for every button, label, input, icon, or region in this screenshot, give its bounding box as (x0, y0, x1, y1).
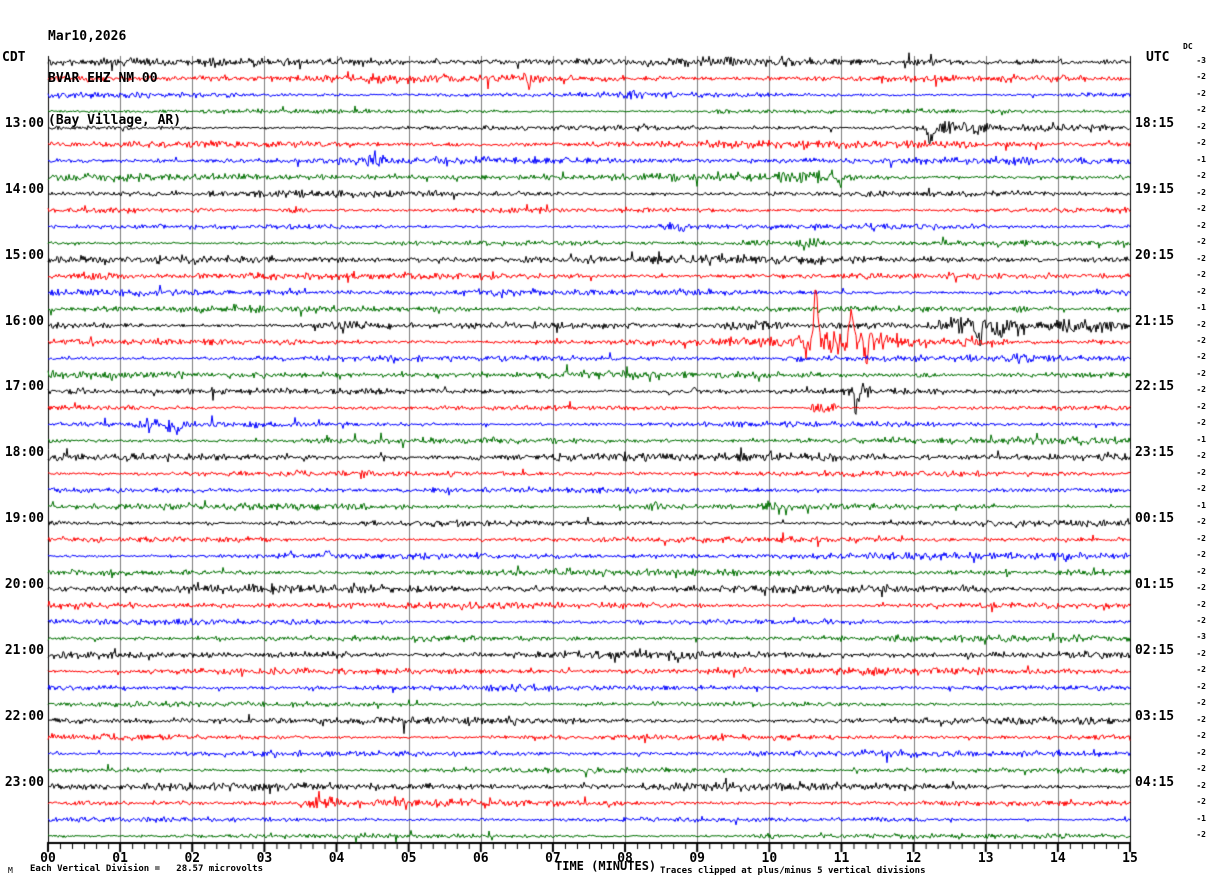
hour-label: 18:00 (4, 445, 44, 461)
dc-column-header: DC (1183, 42, 1193, 51)
x-tick-label: 05 (400, 851, 417, 866)
dc-value: -2 (1196, 187, 1206, 197)
hour-label: 22:00 (4, 708, 44, 724)
dc-value: -2 (1196, 533, 1206, 543)
dc-value: -1 (1196, 303, 1206, 313)
dc-value: -2 (1196, 204, 1206, 214)
dc-value: -2 (1196, 368, 1206, 378)
dc-value: -2 (1196, 566, 1206, 576)
dc-value: -3 (1196, 56, 1206, 65)
dc-value: -2 (1196, 681, 1206, 691)
x-tick-label: 15 (1122, 851, 1138, 866)
utc-label: 01:15 (1135, 577, 1175, 593)
dc-value: -2 (1196, 335, 1206, 345)
dc-value: -2 (1196, 747, 1206, 757)
dc-value: -2 (1196, 88, 1206, 98)
logo-mark: M (8, 866, 13, 875)
utc-label: 19:15 (1135, 181, 1175, 197)
hour-label: 16:00 (4, 313, 44, 329)
x-tick-label: 11 (833, 851, 850, 866)
utc-label: 03:15 (1135, 708, 1175, 724)
hour-label: 23:00 (4, 774, 44, 790)
dc-value: -2 (1196, 665, 1206, 675)
x-tick-label: 03 (256, 851, 273, 866)
dc-value: -1 (1196, 154, 1206, 164)
dc-value: -2 (1196, 286, 1206, 296)
dc-value: -2 (1196, 319, 1206, 329)
dc-value: -2 (1196, 105, 1206, 115)
dc-value: -3 (1196, 632, 1206, 642)
hour-label: 15:00 (4, 247, 44, 263)
dc-value: -2 (1196, 714, 1206, 724)
dc-value: -2 (1196, 352, 1206, 362)
dc-value: -2 (1196, 830, 1206, 840)
x-tick-label: 07 (545, 851, 561, 866)
right-timezone-label: UTC (1146, 50, 1170, 65)
hour-label: 19:00 (4, 511, 44, 527)
dc-value: -2 (1196, 517, 1206, 527)
x-tick-label: 14 (1050, 851, 1066, 866)
dc-value: -2 (1196, 698, 1206, 708)
dc-value: -2 (1196, 615, 1206, 625)
clip-note: Traces clipped at plus/minus 5 vertical … (660, 866, 926, 876)
x-tick-label: 00 (40, 851, 56, 866)
dc-value: -2 (1196, 484, 1206, 494)
hour-label: 14:00 (4, 181, 44, 197)
utc-label: 23:15 (1135, 445, 1175, 461)
dc-value: -2 (1196, 648, 1206, 658)
dc-value: -2 (1196, 731, 1206, 741)
hour-label: 17:00 (4, 379, 44, 395)
dc-value: -2 (1196, 138, 1206, 148)
utc-label: 20:15 (1135, 247, 1175, 263)
title-date: Mar10,2026 (48, 29, 127, 44)
dc-value: -1 (1196, 434, 1206, 444)
x-tick-label: 13 (977, 851, 994, 866)
dc-value: -2 (1196, 220, 1206, 230)
utc-label: 04:15 (1135, 774, 1175, 790)
x-tick-label: 01 (112, 851, 128, 866)
hour-label: 21:00 (4, 642, 44, 658)
x-tick-label: 12 (905, 851, 922, 866)
dc-value: -2 (1196, 121, 1206, 131)
dc-value: -2 (1196, 764, 1206, 774)
dc-value: -1 (1196, 500, 1206, 510)
x-tick-label: 02 (184, 851, 201, 866)
hour-label: 13:00 (4, 115, 44, 131)
dc-value: -2 (1196, 171, 1206, 181)
title-block: Mar10,2026 BVAR EHZ NM 00 (Bay Village, … (48, 2, 181, 142)
dc-value: -2 (1196, 253, 1206, 263)
hour-label: 20:00 (4, 577, 44, 593)
dc-value: -2 (1196, 797, 1206, 807)
scale-note: Each Vertical Division = 28.57 microvolt… (30, 864, 263, 874)
x-tick-label: 10 (761, 851, 778, 866)
utc-label: 02:15 (1135, 642, 1175, 658)
dc-value: -2 (1196, 418, 1206, 428)
dc-value: -2 (1196, 780, 1206, 790)
dc-value: -2 (1196, 401, 1206, 411)
dc-value: -2 (1196, 599, 1206, 609)
title-station: BVAR EHZ NM 00 (48, 71, 158, 86)
x-tick-label: 06 (472, 851, 489, 866)
x-tick-label: 08 (617, 851, 633, 866)
x-tick-label: 09 (689, 851, 706, 866)
utc-label: 00:15 (1135, 511, 1175, 527)
dc-value: -2 (1196, 451, 1206, 461)
dc-value: -2 (1196, 550, 1206, 560)
dc-value: -2 (1196, 385, 1206, 395)
dc-value: -1 (1196, 813, 1206, 823)
x-tick-label: 04 (328, 851, 345, 866)
utc-label: 21:15 (1135, 313, 1175, 329)
utc-label: 18:15 (1135, 115, 1175, 131)
title-location: (Bay Village, AR) (48, 113, 182, 128)
dc-value: -2 (1196, 270, 1206, 280)
dc-value: -2 (1196, 583, 1206, 593)
dc-value: -2 (1196, 237, 1206, 247)
dc-value: -2 (1196, 72, 1206, 82)
dc-value: -2 (1196, 467, 1206, 477)
left-timezone-label: CDT (2, 50, 26, 65)
utc-label: 22:15 (1135, 379, 1175, 395)
x-axis-title: TIME (MINUTES) (555, 859, 657, 873)
